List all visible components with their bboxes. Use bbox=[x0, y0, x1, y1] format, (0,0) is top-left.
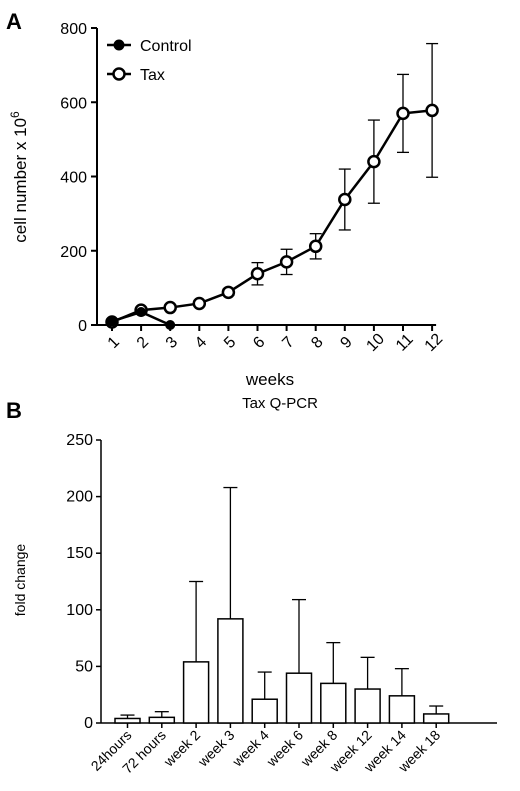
panel-a-x-tick-label: 5 bbox=[221, 334, 239, 352]
legend-control-label: Control bbox=[140, 38, 192, 55]
panel-b-title: Tax Q-PCR bbox=[242, 395, 318, 412]
bar bbox=[148, 716, 176, 724]
panel-b-x-tick-label: week 2 bbox=[160, 727, 204, 771]
panel-a-x-tick-label: 7 bbox=[279, 334, 297, 352]
data-point-control bbox=[136, 307, 147, 318]
bar bbox=[285, 672, 313, 724]
data-point-tax bbox=[192, 296, 207, 311]
panel-a-x-tick-label: 11 bbox=[393, 331, 417, 355]
panel-b-bars bbox=[114, 486, 450, 724]
data-point-tax bbox=[396, 106, 410, 121]
data-point-tax bbox=[221, 285, 236, 300]
data-point-tax bbox=[163, 300, 177, 315]
data-point-control bbox=[165, 320, 176, 330]
panel-a-y-axis-title: cell number x 106 bbox=[8, 111, 30, 243]
panel-a-x-tick-label: 12 bbox=[422, 330, 447, 355]
panel-a-x-tick-label: 1 bbox=[105, 334, 123, 352]
panel-a-legend: Control Tax bbox=[107, 38, 192, 84]
panel-b-x-tick-label: week 4 bbox=[228, 727, 272, 771]
data-point-tax bbox=[425, 103, 439, 118]
data-point-tax bbox=[367, 154, 381, 169]
panel-b-y-tick-label: 0 bbox=[84, 715, 93, 732]
bar bbox=[422, 713, 450, 724]
bar bbox=[182, 661, 210, 724]
panel-a-y-tick-label: 400 bbox=[60, 170, 87, 187]
panel-a-x-tick-label: 6 bbox=[250, 334, 268, 352]
bar bbox=[354, 688, 381, 724]
data-point-tax bbox=[338, 192, 352, 207]
panel-a-y-tick-label: 0 bbox=[78, 318, 87, 335]
bar bbox=[320, 682, 347, 724]
bar bbox=[217, 618, 244, 724]
panel-a-y-axis-title-exponent: 6 bbox=[8, 111, 22, 118]
panel-a-x-tick-label: 10 bbox=[363, 330, 388, 355]
panel-a-y-tick-label: 800 bbox=[60, 21, 87, 38]
bar bbox=[251, 698, 278, 724]
data-point-tax bbox=[308, 239, 323, 254]
data-point-control bbox=[107, 316, 117, 327]
bar bbox=[114, 717, 141, 724]
panel-b-y-tick-label: 150 bbox=[66, 545, 93, 562]
panel-a-series bbox=[105, 42, 439, 330]
panel-b-y-axis-title: fold change bbox=[12, 544, 28, 617]
panel-a-label: A bbox=[6, 9, 22, 34]
panel-a-y-tick-label: 200 bbox=[60, 244, 87, 261]
legend-tax-label: Tax bbox=[140, 67, 165, 84]
panel-a-y-tick-label: 600 bbox=[60, 95, 87, 112]
panel-a-x-axis-title: weeks bbox=[245, 370, 294, 389]
data-point-tax bbox=[279, 255, 294, 269]
panel-a-x-tick-label: 4 bbox=[192, 334, 210, 352]
panel-a-x-tick-label: 8 bbox=[308, 334, 326, 352]
panel-b-y-tick-label: 200 bbox=[66, 489, 93, 506]
series-line-tax bbox=[111, 109, 433, 324]
panel-a-x-tick-label: 3 bbox=[163, 334, 181, 352]
panel-b-y-tick-label: 50 bbox=[75, 658, 93, 675]
panel-b-y-tick-label: 100 bbox=[66, 602, 93, 619]
bar bbox=[388, 695, 416, 724]
panel-a-y-axis-title-text: cell number x 10 bbox=[11, 118, 30, 243]
panel-b-x-tick-label: week 6 bbox=[263, 727, 307, 771]
panel-b-x-tick-label: week 3 bbox=[194, 727, 238, 771]
panel-b-y-tick-label: 250 bbox=[66, 432, 93, 449]
legend-control-marker bbox=[113, 39, 125, 51]
panel-a-x-tick-label: 2 bbox=[134, 334, 152, 352]
panel-a-x-tick-label: 9 bbox=[337, 334, 355, 352]
data-point-tax bbox=[250, 267, 265, 281]
panel-b-label: B bbox=[6, 398, 22, 423]
legend-tax-marker bbox=[112, 67, 126, 81]
